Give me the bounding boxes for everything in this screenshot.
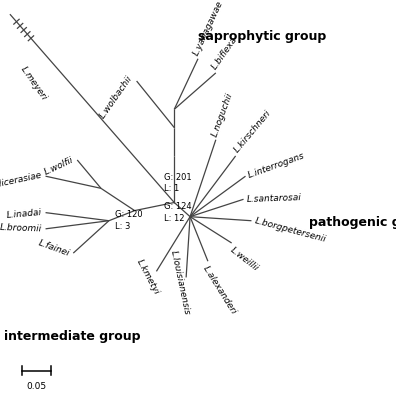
Text: L.weillii: L.weillii xyxy=(228,245,260,273)
Text: G: 124
L: 12: G: 124 L: 12 xyxy=(164,202,192,223)
Text: L.wolbachii: L.wolbachii xyxy=(99,74,135,120)
Text: L.licerasiae: L.licerasiae xyxy=(0,171,42,190)
Text: G: 120
L: 3: G: 120 L: 3 xyxy=(115,210,143,231)
Text: L.louisianensis: L.louisianensis xyxy=(168,249,191,315)
Text: intermediate group: intermediate group xyxy=(4,330,141,343)
Text: L.noguchii: L.noguchii xyxy=(211,91,235,138)
Text: L.wolfii: L.wolfii xyxy=(43,155,75,177)
Text: L.yanagawae: L.yanagawae xyxy=(192,0,225,57)
Text: 0.05: 0.05 xyxy=(27,382,47,391)
Text: saprophytic group: saprophytic group xyxy=(198,30,326,43)
Text: L.borgpetersenii: L.borgpetersenii xyxy=(253,216,327,244)
Text: L.biflexa: L.biflexa xyxy=(210,34,240,71)
Text: L.kirschneri: L.kirschneri xyxy=(232,108,272,154)
Text: L.fainei: L.fainei xyxy=(37,239,71,258)
Text: L.inadai: L.inadai xyxy=(6,208,42,220)
Text: L.broomii: L.broomii xyxy=(0,223,42,233)
Text: G: 201
L: 1: G: 201 L: 1 xyxy=(164,173,192,194)
Text: pathogenic group: pathogenic group xyxy=(309,216,396,229)
Text: L.santarosai: L.santarosai xyxy=(247,193,302,204)
Text: L.kmetyi: L.kmetyi xyxy=(135,258,161,296)
Text: L.interrogans: L.interrogans xyxy=(247,151,307,180)
Text: L.meyeri: L.meyeri xyxy=(19,64,49,102)
Text: L.alexanderi: L.alexanderi xyxy=(202,264,238,316)
